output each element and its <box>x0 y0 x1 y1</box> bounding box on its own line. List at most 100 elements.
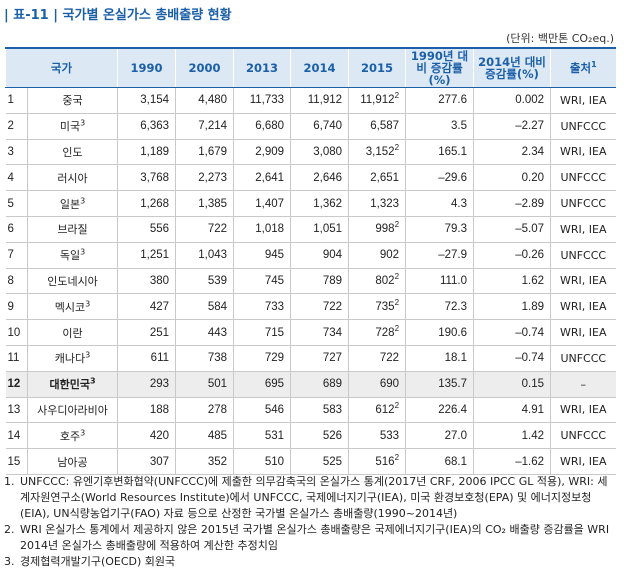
value: 1,051 <box>313 223 343 236</box>
emission-value: 501 <box>175 371 234 398</box>
value: 6,587 <box>370 120 400 133</box>
emission-value: 583 <box>290 397 349 424</box>
row-number: 6 <box>5 216 28 243</box>
row-number: 9 <box>5 293 28 321</box>
column-header: 1990년 대비 증감률(%) <box>405 48 474 88</box>
footnote: 3. 경제협력개발기구(OECD) 회원국 <box>4 554 616 570</box>
emission-value: 1,189 <box>117 139 176 166</box>
table-row: 15 남아공 307 352 510 525 5162 68.1 –1.62 WRI, IEA <box>5 448 616 475</box>
source: WRI, IEA <box>550 139 616 166</box>
country: 사우디아라비아 <box>37 403 108 417</box>
value: 738 <box>207 352 228 365</box>
value: 1,189 <box>140 145 170 158</box>
value: 735 <box>375 300 395 313</box>
value: 722 <box>207 223 228 236</box>
change-1990: 72.3 <box>405 293 474 321</box>
change-2014: 2.34 <box>473 139 551 166</box>
change-2014: 4.91 <box>473 397 551 424</box>
value: 722 <box>322 300 343 313</box>
change-2014: 0.002 <box>473 87 551 114</box>
row-number: 12 <box>5 371 28 398</box>
country: 일본 <box>59 197 81 211</box>
emission-value: 690 <box>348 371 406 398</box>
country-cell: 멕시코3 <box>26 293 118 321</box>
value: 251 <box>149 326 170 339</box>
row-number: 7 <box>5 242 28 269</box>
change-1990: 277.6 <box>405 87 474 114</box>
change-2014: –0.26 <box>473 242 551 269</box>
country-cell: 인도네시아 <box>26 268 118 295</box>
value: 722 <box>379 352 400 365</box>
change-2014: 0.20 <box>473 164 551 192</box>
emission-value: 2,651 <box>348 164 406 192</box>
emission-value: 1,407 <box>233 190 291 217</box>
source: UNFCCC <box>550 345 616 372</box>
country: 멕시코 <box>54 300 86 314</box>
value: 945 <box>264 249 285 262</box>
value: 485 <box>207 429 228 442</box>
change-1990: 79.3 <box>405 216 474 243</box>
row-number: 11 <box>5 345 28 372</box>
value: 3,080 <box>313 145 343 158</box>
emission-value: 2,641 <box>233 164 291 192</box>
emission-value: 533 <box>348 422 406 450</box>
value: 2,646 <box>313 171 343 184</box>
emission-value: 1,051 <box>290 216 349 243</box>
emission-value: 5162 <box>348 448 406 475</box>
row-number: 3 <box>5 139 28 166</box>
value: 1,362 <box>313 197 343 210</box>
value: 443 <box>207 326 228 339</box>
change-2014: –5.07 <box>473 216 551 243</box>
table-row: 7 독일3 1,251 1,043 945 904 902 –27.9 –0.26 UNFCCC <box>5 242 616 269</box>
table-row: 9 멕시코3 427 584 733 722 7352 72.3 1.89 WRI, IEA <box>5 293 616 321</box>
emission-value: 689 <box>290 371 349 398</box>
value: 420 <box>149 429 170 442</box>
change-1990: 27.0 <box>405 422 474 450</box>
change-2014: 1.62 <box>473 268 551 295</box>
footnote-ref: 3 <box>89 376 96 386</box>
value: 728 <box>375 326 395 339</box>
emission-value: 443 <box>175 319 234 346</box>
column-header-text: 국가 <box>50 61 73 75</box>
emission-value: 4,480 <box>175 87 234 114</box>
change-1990: 165.1 <box>405 139 474 166</box>
value: 7,214 <box>198 120 228 133</box>
change-1990: –29.6 <box>405 164 474 192</box>
country-cell: 미국3 <box>26 113 118 140</box>
footnote: 1. UNFCCC: 유엔기후변화협약(UNFCCC)에 제출한 의무감축국의 온… <box>4 474 616 522</box>
emission-value: 1,362 <box>290 190 349 217</box>
emission-value: 729 <box>233 345 291 372</box>
unit: (단위: 백만톤 CO₂eq.) <box>506 32 614 45</box>
country-cell: 호주3 <box>26 422 118 450</box>
change-2014: –2.27 <box>473 113 551 140</box>
emission-value: 7,214 <box>175 113 234 140</box>
row-number: 5 <box>5 190 28 217</box>
value: 556 <box>149 223 170 236</box>
country: 인도 <box>62 145 83 159</box>
value: 6,680 <box>255 120 285 133</box>
value: 539 <box>207 274 228 287</box>
value: 584 <box>207 300 228 313</box>
table-row: 11 캐나다3 611 738 729 727 722 18.1 –0.74 UNFCCC <box>5 345 616 372</box>
value: 516 <box>375 455 395 468</box>
value: 4,480 <box>198 94 228 107</box>
footnote-number: 2. <box>4 523 15 536</box>
value: 6,363 <box>140 120 170 133</box>
change-2014: 1.89 <box>473 293 551 321</box>
value: 533 <box>379 429 400 442</box>
value: 1,268 <box>140 197 170 210</box>
value: 1,251 <box>140 249 170 262</box>
value: 3,768 <box>140 171 170 184</box>
emission-value: 251 <box>117 319 176 346</box>
emission-value: 11,912 <box>290 87 349 114</box>
value: 3,152 <box>365 145 395 158</box>
country-cell: 러시아 <box>26 164 118 192</box>
emission-value: 715 <box>233 319 291 346</box>
column-header: 2015 <box>348 48 406 88</box>
country-cell: 남아공 <box>26 448 118 475</box>
table-row: 12 대한민국3 293 501 695 689 690 135.7 0.15– <box>5 371 616 398</box>
value: 352 <box>207 455 228 468</box>
table-row: 14 호주3 420 485 531 526 533 27.0 1.42 UNFCCC <box>5 422 616 450</box>
country: 호주 <box>59 429 81 443</box>
